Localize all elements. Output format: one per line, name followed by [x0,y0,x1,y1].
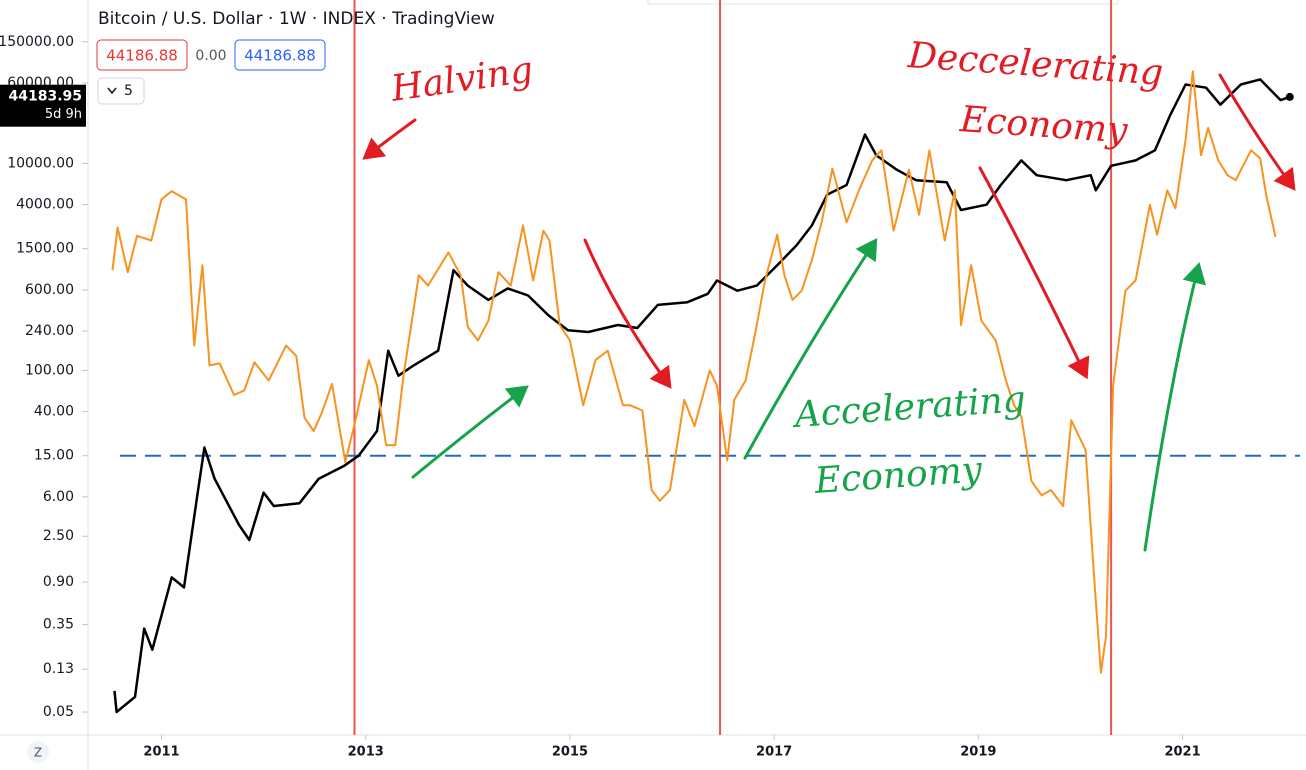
x-tick-label: 2019 [960,745,996,760]
y-tick-label: 0.05 [43,704,74,720]
arrow [362,118,417,160]
header-value: 44186.88 [106,47,178,65]
y-tick-label: 240.00 [25,323,74,339]
header-value: 44186.88 [244,47,316,65]
y-tick-label: 10000.00 [7,155,74,171]
zoom-button-bg[interactable] [27,741,49,763]
header-value: 0.00 [195,48,226,64]
price-tag-value: 44183.95 [8,89,82,105]
arrow [1143,262,1207,552]
x-tick-label: 2021 [1164,745,1200,760]
indicator-count: 5 [124,83,133,99]
arrow [583,238,672,389]
x-tick-label: 2017 [756,745,792,760]
arrows [362,73,1296,552]
last-point [1285,92,1294,101]
series-line [113,78,1291,714]
x-tick-label: 2013 [348,745,384,760]
x-tick-label: 2015 [552,745,588,760]
y-tick-label: 4000.00 [16,197,74,213]
x-tick-label: 2011 [143,745,179,760]
y-tick-label: 0.90 [43,574,74,590]
indicator-toggle[interactable] [97,77,145,105]
price-tag [0,84,86,127]
arrow [743,237,878,460]
zoom-button[interactable]: Z [34,746,42,760]
y-tick-label: 6.00 [43,489,74,505]
price-tag-countdown: 5d 9h [45,107,82,122]
chevron-icon [107,87,117,95]
top-panel [647,0,1119,5]
y-tick-label: 600.00 [25,282,74,298]
y-tick-label: 0.35 [43,617,74,633]
y-tick-label: 150000.00 [0,34,74,50]
y-tick-label: 2.50 [43,528,74,544]
chart-title: Bitcoin / U.S. Dollar · 1W · INDEX · Tra… [98,9,495,29]
value-box [234,39,326,71]
y-tick-label: 0.13 [43,661,74,677]
arrow [1218,73,1296,191]
arrow [411,385,529,479]
arrow [978,166,1090,380]
value-box [96,39,188,71]
y-tick-label: 40.00 [34,404,74,420]
plot-area [111,0,1300,735]
y-tick-label: 15.00 [34,448,74,464]
series-line [111,70,1277,674]
y-tick-label: 1500.00 [16,241,74,257]
y-tick-label: 100.00 [25,362,74,378]
